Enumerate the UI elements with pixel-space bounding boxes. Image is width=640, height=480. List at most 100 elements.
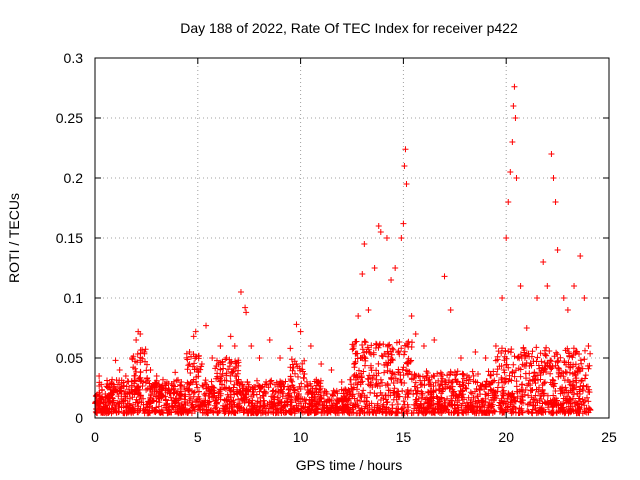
y-axis-label: ROTI / TECUs — [6, 193, 22, 283]
roti-point — [122, 373, 129, 379]
roti-point — [447, 307, 454, 313]
roti-point — [441, 273, 448, 280]
roti-point — [392, 265, 399, 271]
roti-point — [401, 163, 408, 169]
roti-point — [564, 307, 571, 313]
roti-point — [256, 355, 263, 361]
roti-point — [307, 343, 314, 349]
roti-point — [198, 361, 205, 367]
roti-point — [534, 295, 541, 301]
roti-point — [186, 349, 193, 355]
roti-point — [517, 283, 524, 289]
roti-point — [338, 379, 345, 385]
roti-point — [96, 373, 103, 379]
roti-point — [511, 83, 518, 90]
roti-point — [482, 355, 489, 361]
roti-point — [108, 379, 115, 385]
axis-ticks: 0 5 10 15 20 25 0 0.05 0.1 0.15 0.2 0.25 0.3 — [56, 50, 617, 445]
x-tick-label: 5 — [194, 429, 202, 445]
roti-point — [510, 103, 517, 109]
roti-point — [412, 331, 419, 337]
roti-point — [585, 343, 592, 349]
roti-point — [552, 199, 559, 205]
roti-point — [499, 295, 506, 301]
roti-point — [571, 283, 578, 289]
roti-point — [141, 349, 148, 355]
roti-point — [403, 181, 410, 187]
roti-point — [190, 333, 197, 340]
roti-point — [153, 373, 160, 379]
roti-point — [492, 343, 499, 349]
roti-point — [359, 271, 366, 277]
roti-point — [512, 115, 519, 121]
roti-point — [133, 337, 140, 343]
roti-point — [507, 169, 514, 175]
roti-point — [398, 235, 405, 241]
roti-point — [420, 343, 427, 349]
y-tick-label: 0.2 — [64, 170, 84, 186]
roti-point — [192, 328, 199, 335]
roti-point — [137, 331, 144, 337]
roti-point — [513, 175, 520, 181]
roti-dense-cloud — [92, 338, 594, 417]
roti-point — [266, 337, 273, 343]
chart-title: Day 188 of 2022, Rate Of TEC Index for r… — [180, 20, 518, 36]
roti-point — [523, 325, 530, 331]
data-points — [92, 83, 594, 417]
roti-point — [503, 235, 510, 241]
roti-point — [172, 369, 179, 376]
roti-point — [178, 379, 185, 385]
roti-point — [560, 295, 567, 301]
roti-point — [472, 349, 479, 355]
x-tick-label: 25 — [601, 429, 617, 445]
x-tick-label: 10 — [293, 429, 309, 445]
roti-point — [318, 361, 325, 367]
roti-point — [400, 220, 407, 227]
roti-point — [297, 328, 304, 335]
y-tick-label: 0.1 — [64, 290, 84, 306]
y-tick-label: 0.15 — [56, 230, 83, 246]
roti-point — [548, 151, 555, 157]
roti-point — [248, 343, 255, 349]
roti-point — [147, 367, 154, 373]
roti-point — [375, 223, 382, 229]
roti-point — [328, 367, 335, 373]
y-tick-label: 0.25 — [56, 110, 83, 126]
roti-point — [116, 367, 123, 373]
roti-point — [550, 175, 557, 181]
x-axis-label: GPS time / hours — [296, 457, 403, 473]
roti-point — [112, 357, 119, 364]
roti-point — [203, 322, 210, 329]
roti-point — [129, 355, 136, 361]
roti-point — [577, 253, 584, 259]
roti-point — [509, 139, 516, 145]
roti-point — [102, 391, 109, 397]
roti-point — [361, 241, 368, 247]
roti-point — [544, 283, 551, 289]
roti-point — [554, 247, 561, 253]
roti-point — [383, 235, 390, 241]
x-tick-label: 0 — [91, 429, 99, 445]
roti-point — [243, 309, 250, 316]
roti-point — [365, 307, 372, 313]
roti-point — [371, 265, 378, 271]
roti-point — [237, 289, 244, 295]
roti-point — [223, 355, 230, 361]
roti-point — [505, 199, 512, 205]
roti-point — [408, 313, 415, 319]
roti-point — [457, 355, 464, 361]
y-tick-label: 0.3 — [64, 50, 84, 66]
roti-point — [388, 277, 395, 283]
roti-point — [242, 304, 249, 311]
roti-point — [581, 295, 588, 301]
y-tick-label: 0 — [75, 410, 83, 426]
roti-point — [287, 345, 294, 352]
roti-point — [355, 313, 362, 319]
roti-point — [209, 355, 216, 361]
roti-point — [277, 355, 284, 361]
roti-point — [163, 379, 170, 385]
roti-point — [293, 321, 300, 328]
y-tick-label: 0.05 — [56, 350, 83, 366]
x-tick-label: 15 — [396, 429, 412, 445]
